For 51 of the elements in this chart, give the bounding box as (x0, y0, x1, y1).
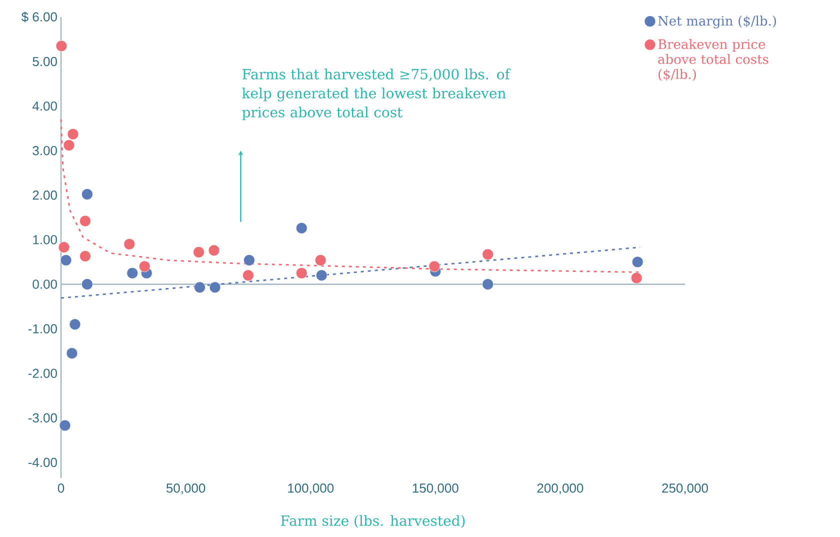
point (138, 260, 150, 272)
point (194, 282, 206, 294)
x-axis-title: Farm size (lbs. harvested) (281, 515, 465, 528)
x-tick-label: 150,000 (412, 484, 458, 494)
x-tick-label: 250,000 (662, 484, 708, 494)
point (58, 242, 70, 253)
point (632, 256, 644, 268)
legend-label: Breakeven price above total costs ($/lb.) (658, 39, 768, 81)
x-tick-label: 100,000 (288, 484, 334, 494)
point (296, 222, 308, 234)
point (63, 140, 75, 151)
y-tick-label: -3.00 (28, 413, 57, 422)
point (80, 250, 91, 262)
point (209, 282, 221, 294)
y-tick-label: -4.00 (28, 458, 57, 468)
y-tick-label: -2.00 (28, 368, 57, 378)
point (66, 348, 78, 359)
y-tick-label: 0.00 (32, 280, 57, 289)
point (244, 254, 255, 266)
y-tick-label: -1.00 (28, 324, 57, 334)
point (82, 188, 93, 200)
point (82, 278, 93, 290)
point (56, 40, 68, 52)
x-tick-label: 0 (58, 484, 64, 493)
y-tick-label: $ 6.00 (21, 12, 57, 22)
point (59, 420, 71, 432)
y-tick-label: 5.00 (32, 56, 57, 66)
point (67, 128, 79, 140)
y-tick-label: 3.00 (32, 146, 57, 156)
legend-label: Net margin ($/lb.) (658, 16, 776, 28)
point (208, 244, 220, 256)
y-tick-label: 4.00 (32, 101, 57, 111)
point (316, 270, 328, 282)
x-tick-label: 200,000 (537, 484, 584, 494)
y-tick-label: 1.00 (33, 235, 57, 244)
point (80, 215, 91, 227)
point (314, 254, 326, 266)
point (60, 254, 72, 266)
point (124, 238, 136, 250)
point (296, 267, 308, 279)
point (242, 270, 254, 282)
x-tick-label: 50,000 (166, 484, 206, 494)
point (482, 248, 494, 260)
point (428, 260, 440, 272)
point (630, 272, 642, 284)
point (126, 267, 138, 279)
point (482, 278, 494, 290)
annotation: Farms that harvested ≥75,000 lbs. of kelp generated the lowest breakeven prices above total cost (242, 68, 511, 120)
point (69, 318, 81, 330)
y-tick-label: 2.00 (32, 190, 57, 200)
point (193, 246, 204, 258)
